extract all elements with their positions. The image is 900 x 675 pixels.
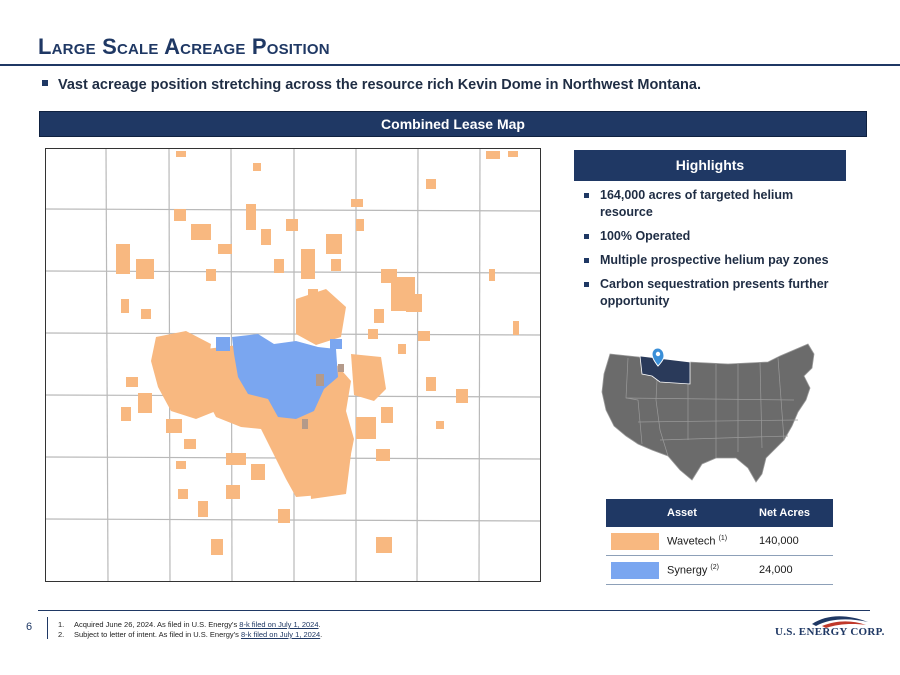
state-borders: [625, 357, 799, 458]
net-acres-column-header: Net Acres: [758, 499, 833, 527]
square-bullet-icon: [584, 258, 589, 263]
lease-map-banner: Combined Lease Map: [39, 111, 867, 137]
square-bullet-icon: [42, 80, 48, 87]
table-row: Wavetech (1) 140,000: [606, 527, 833, 556]
asset-legend-table: Asset Net Acres Wavetech (1) 140,000 Syn…: [606, 499, 833, 585]
square-bullet-icon: [584, 234, 589, 239]
highlight-item: 100% Operated: [584, 228, 834, 245]
synergy-swatch: [611, 561, 659, 579]
overlap-parcels: [302, 364, 344, 429]
highlight-item: Carbon sequestration presents further op…: [584, 276, 834, 310]
wavetech-swatch: [611, 532, 659, 550]
montana-highlight: [639, 355, 691, 385]
footnotes: 1. Acquired June 26, 2024. As filed in U.…: [58, 620, 322, 640]
asset-name: Wavetech (1): [666, 527, 758, 556]
page-number-separator: [47, 617, 48, 639]
highlights-header: Highlights: [574, 150, 846, 181]
synergy-leases: [216, 334, 342, 419]
legend-swatch-header: [606, 499, 666, 527]
asset-column-header: Asset: [666, 499, 758, 527]
footnote-1: 1. Acquired June 26, 2024. As filed in U.…: [58, 620, 321, 629]
footer-divider: [38, 610, 870, 611]
asset-name: Synergy (2): [666, 555, 758, 585]
main-bullet-text: Vast acreage position stretching across …: [58, 77, 702, 93]
highlights-list: 164,000 acres of targeted helium resourc…: [584, 187, 834, 317]
company-logo-text: U.S. ENERGY CORP.: [775, 626, 885, 638]
title-divider: [0, 64, 900, 66]
page-number: 6: [26, 621, 33, 633]
page-title: Large Scale Acreage Position: [38, 34, 330, 59]
lease-map-graphic: [46, 149, 540, 581]
net-acres-value: 140,000: [758, 527, 833, 556]
footnote-link[interactable]: 8-k filed on July 1, 2024: [239, 620, 319, 629]
highlight-item: Multiple prospective helium pay zones: [584, 252, 834, 269]
location-pin-icon: [651, 347, 665, 367]
combined-lease-map: [45, 148, 541, 582]
footnote-2: 2. Subject to letter of intent. As filed …: [58, 630, 323, 639]
table-row: Synergy (2) 24,000: [606, 555, 833, 585]
us-map-graphic: [601, 343, 815, 483]
square-bullet-icon: [584, 193, 589, 198]
footnote-link[interactable]: 8-k filed on July 1, 2024: [240, 630, 321, 639]
net-acres-value: 24,000: [758, 555, 833, 585]
main-bullet: Vast acreage position stretching across …: [42, 77, 701, 93]
square-bullet-icon: [584, 282, 589, 287]
highlight-item: 164,000 acres of targeted helium resourc…: [584, 187, 834, 221]
swoosh-logo-icon: [812, 616, 868, 628]
